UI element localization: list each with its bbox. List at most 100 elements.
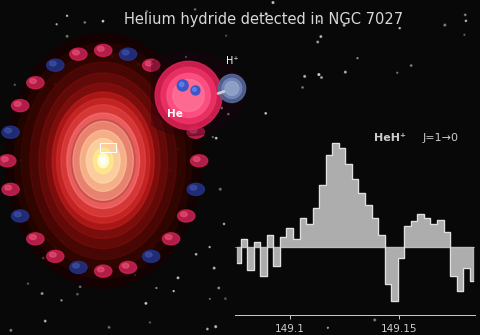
Ellipse shape xyxy=(80,130,126,191)
Point xyxy=(374,247,382,252)
Point xyxy=(387,164,395,170)
Point xyxy=(330,138,338,143)
Point xyxy=(432,231,440,237)
Circle shape xyxy=(177,80,188,91)
Circle shape xyxy=(145,252,152,257)
Circle shape xyxy=(162,233,180,245)
Point xyxy=(212,324,219,329)
Ellipse shape xyxy=(157,69,220,118)
Point xyxy=(222,296,229,301)
Point xyxy=(324,325,332,330)
Point xyxy=(70,185,78,191)
Circle shape xyxy=(145,61,152,66)
Point xyxy=(462,18,470,23)
Point xyxy=(137,132,145,137)
Point xyxy=(99,18,107,24)
Ellipse shape xyxy=(39,73,168,249)
Circle shape xyxy=(12,99,29,112)
Ellipse shape xyxy=(5,34,201,288)
Point xyxy=(124,110,132,116)
Point xyxy=(269,0,277,5)
Ellipse shape xyxy=(21,53,185,269)
Circle shape xyxy=(47,250,64,262)
Circle shape xyxy=(218,74,246,103)
Point xyxy=(360,169,368,175)
Point xyxy=(141,93,149,98)
Point xyxy=(42,120,50,125)
Point xyxy=(317,34,324,39)
Point xyxy=(324,226,331,231)
Point xyxy=(383,208,390,213)
Circle shape xyxy=(222,78,242,98)
Point xyxy=(191,7,199,12)
Point xyxy=(179,63,187,68)
Point xyxy=(354,56,361,61)
Circle shape xyxy=(72,263,79,268)
Point xyxy=(63,34,71,39)
Ellipse shape xyxy=(100,157,106,164)
Ellipse shape xyxy=(145,60,232,127)
Point xyxy=(373,284,381,289)
Point xyxy=(218,105,226,111)
Ellipse shape xyxy=(86,139,120,183)
Point xyxy=(314,39,322,45)
Point xyxy=(134,62,142,67)
Circle shape xyxy=(1,157,8,161)
Point xyxy=(24,281,32,286)
Ellipse shape xyxy=(30,62,177,259)
Point xyxy=(143,9,151,14)
Point xyxy=(225,112,232,117)
Text: J=1→0: J=1→0 xyxy=(422,133,458,143)
Point xyxy=(332,169,340,174)
Point xyxy=(58,298,65,303)
Point xyxy=(396,146,403,152)
Circle shape xyxy=(27,77,44,89)
Circle shape xyxy=(49,61,56,66)
Ellipse shape xyxy=(61,105,145,217)
Point xyxy=(92,235,100,240)
Circle shape xyxy=(191,86,200,95)
Point xyxy=(105,89,113,94)
Point xyxy=(408,304,416,310)
Circle shape xyxy=(193,157,200,161)
Point xyxy=(90,243,97,248)
Circle shape xyxy=(167,73,210,118)
Point xyxy=(51,81,59,87)
Point xyxy=(127,146,134,152)
Point xyxy=(430,297,437,302)
Point xyxy=(220,221,228,226)
Point xyxy=(370,237,378,242)
Circle shape xyxy=(47,59,64,71)
Circle shape xyxy=(180,212,187,217)
Point xyxy=(391,216,399,221)
Circle shape xyxy=(187,183,204,195)
Point xyxy=(108,54,116,59)
Point xyxy=(465,167,472,172)
Point xyxy=(146,320,154,325)
Point xyxy=(206,296,214,302)
Point xyxy=(93,192,101,197)
Point xyxy=(27,171,35,176)
Circle shape xyxy=(122,263,129,268)
Point xyxy=(332,255,340,261)
Point xyxy=(408,63,415,68)
Point xyxy=(343,288,350,293)
Circle shape xyxy=(178,99,195,112)
Circle shape xyxy=(155,61,222,130)
Circle shape xyxy=(5,128,12,133)
Circle shape xyxy=(30,79,36,83)
Point xyxy=(370,174,377,179)
Circle shape xyxy=(143,250,160,262)
Point xyxy=(182,54,190,60)
Circle shape xyxy=(14,212,21,217)
Point xyxy=(441,22,449,28)
Point xyxy=(216,187,224,192)
Point xyxy=(142,301,150,306)
Circle shape xyxy=(49,252,56,257)
Point xyxy=(368,137,375,142)
Circle shape xyxy=(165,235,172,240)
Point xyxy=(73,291,81,297)
Ellipse shape xyxy=(98,154,108,168)
Circle shape xyxy=(122,50,129,55)
Point xyxy=(458,199,466,204)
